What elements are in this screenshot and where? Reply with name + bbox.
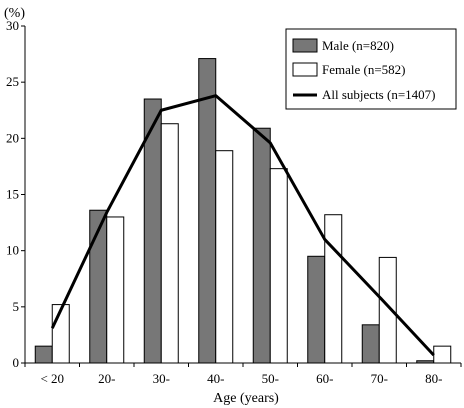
legend-label-male: Male (n=820) [322, 38, 394, 53]
legend-swatch-female [292, 62, 318, 77]
bar-male-7 [361, 324, 380, 364]
y-tick-label-25: 25 [6, 74, 19, 89]
bar-female-2 [106, 216, 125, 364]
labels-layer: 0 5 10 15 20 25 30 < 20 20- 30- 40- 50- 60- 70- 80- [6, 18, 442, 386]
y-tick-label-15: 15 [6, 187, 19, 202]
y-tick-label-10: 10 [6, 243, 19, 258]
bar-male-6 [307, 255, 326, 364]
x-tick-label-2: 20- [98, 371, 115, 386]
x-tick-label-7: 70- [371, 371, 388, 386]
bar-female-4 [215, 150, 234, 364]
legend-label-female: Female (n=582) [322, 62, 406, 77]
x-tick-label-8: 80- [425, 371, 442, 386]
axes-layer [21, 25, 462, 367]
y-axis-unit-label: (%) [4, 6, 25, 21]
bar-female-3 [160, 123, 179, 364]
bar-female-6 [324, 214, 343, 364]
bar-male-4 [198, 58, 217, 364]
bar-male-5 [252, 127, 271, 364]
x-tick-label-6: 60- [316, 371, 333, 386]
line-all-subjects [50, 94, 435, 357]
bar-female-8 [433, 345, 452, 364]
y-tick-label-5: 5 [13, 299, 20, 314]
x-axis-title: Age (years) [213, 391, 279, 406]
y-tick-label-20: 20 [6, 130, 19, 145]
x-tick-label-5: 50- [262, 371, 279, 386]
x-tick-label-1: < 20 [40, 371, 64, 386]
x-tick-label-3: 30- [153, 371, 170, 386]
legend-swatch-male [292, 38, 318, 53]
bar-female-5 [269, 168, 288, 364]
y-tick-label-0: 0 [13, 355, 20, 370]
y-tick-label-30: 30 [6, 18, 19, 33]
x-tick-label-4: 40- [207, 371, 224, 386]
legend-label-all-subjects: All subjects (n=1407) [322, 87, 435, 102]
legend: Male (n=820) Female (n=582) All subjects… [285, 28, 457, 110]
line-layer [50, 94, 435, 357]
bars-layer [34, 58, 452, 364]
bar-male-1 [34, 345, 53, 364]
